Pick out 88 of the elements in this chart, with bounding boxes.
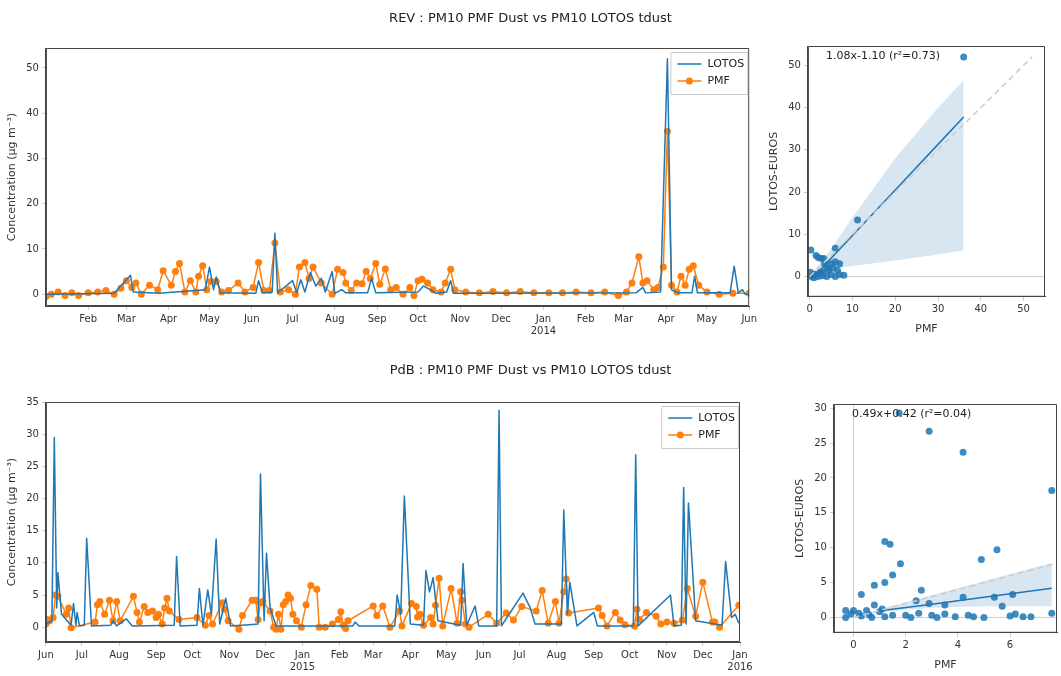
- y-tick-label: 20: [26, 197, 39, 209]
- x-tick-label: Jul: [285, 312, 299, 324]
- y-tick-label: 20: [814, 471, 827, 483]
- x-tick-label: Jun: [242, 312, 260, 324]
- y-tick-label: 50: [26, 61, 39, 73]
- y-tick-label: 5: [820, 576, 827, 588]
- y-tick-label: 30: [26, 427, 39, 439]
- x-tick-label: May: [696, 312, 718, 324]
- x-tick-label: Sep: [584, 648, 604, 660]
- legend-label: LOTOS: [698, 410, 736, 424]
- y-tick-label: 25: [26, 459, 39, 471]
- x-tick-label: Mar: [116, 312, 137, 324]
- y-tick-label: 40: [788, 101, 801, 113]
- x-tick-label: Mar: [614, 312, 635, 324]
- x-tick-label: Jan 2014: [530, 312, 557, 336]
- legend-label: PMF: [698, 427, 721, 441]
- x-tick-label: Oct: [183, 648, 201, 660]
- x-tick-label: Dec: [491, 312, 511, 324]
- x-tick-label: 4: [954, 639, 962, 651]
- x-tick-label: Oct: [621, 648, 639, 660]
- x-tick-label: 30: [931, 303, 945, 315]
- legend-label: PMF: [707, 73, 730, 87]
- y-tick-label: 15: [814, 506, 827, 518]
- y-tick-label: 10: [26, 242, 39, 254]
- x-tick-label: Aug: [109, 648, 129, 660]
- x-tick-label: Nov: [219, 648, 240, 660]
- annotation: 0.49x+0.42 (r²=0.04): [851, 407, 972, 421]
- y-tick-label: 5: [32, 588, 39, 600]
- x-tick-label: Apr: [159, 312, 179, 324]
- x-tick-label: Jan 2016: [727, 648, 753, 672]
- y-tick-label: 0: [32, 620, 39, 632]
- y-tick-label: 50: [788, 59, 801, 71]
- x-tick-label: Jul: [74, 648, 88, 660]
- y-tick-label: 15: [26, 524, 39, 536]
- y-tick-label: 0: [32, 287, 39, 299]
- x-tick-label: Aug: [325, 312, 345, 324]
- x-axis-title: PMF: [934, 658, 957, 672]
- y-axis-title: Concentration (µg m⁻³): [5, 112, 19, 242]
- x-tick-label: Jul: [512, 648, 526, 660]
- x-tick-label: Jan 2015: [289, 648, 316, 672]
- x-tick-label: 50: [1017, 303, 1030, 315]
- x-tick-label: Oct: [409, 312, 427, 324]
- y-tick-label: 40: [26, 106, 39, 118]
- x-tick-label: 0: [806, 303, 813, 315]
- y-tick-label: 25: [814, 436, 827, 448]
- y-tick-label: 10: [814, 541, 827, 553]
- y-tick-label: 0: [794, 270, 801, 282]
- annotation: 1.08x-1.10 (r²=0.73): [825, 49, 941, 63]
- x-tick-label: Feb: [330, 648, 349, 660]
- x-tick-label: Mar: [363, 648, 384, 660]
- x-axis-title: PMF: [915, 322, 938, 336]
- y-axis-title: LOTOS-EUROS: [793, 478, 807, 558]
- x-tick-label: May: [435, 648, 457, 660]
- y-tick-label: 10: [26, 556, 39, 568]
- x-tick-label: Nov: [450, 312, 471, 324]
- x-tick-label: 10: [846, 303, 859, 315]
- x-tick-label: 20: [888, 303, 902, 315]
- y-axis-title: Concentration (µg m⁻³): [5, 457, 19, 587]
- y-tick-label: 30: [788, 143, 801, 155]
- y-tick-label: 30: [26, 152, 39, 164]
- x-tick-label: Aug: [546, 648, 567, 660]
- y-tick-label: 20: [26, 492, 39, 504]
- x-tick-label: 40: [974, 303, 988, 315]
- chart-title: REV : PM10 PMF Dust vs PM10 LOTOS tdust: [388, 10, 673, 25]
- x-tick-label: May: [199, 312, 220, 324]
- x-tick-label: Jun: [740, 312, 757, 324]
- x-tick-label: 6: [1006, 639, 1014, 651]
- y-axis-title: LOTOS-EUROS: [767, 131, 781, 211]
- x-tick-label: Jun: [37, 648, 54, 660]
- y-tick-label: 0: [820, 611, 827, 623]
- x-tick-label: Apr: [401, 648, 420, 660]
- x-tick-label: Feb: [79, 312, 98, 324]
- y-tick-label: 20: [788, 185, 801, 197]
- y-tick-label: 10: [788, 227, 801, 239]
- x-tick-label: Jun: [474, 648, 492, 660]
- x-tick-label: 0: [850, 639, 857, 651]
- legend-label: LOTOS: [707, 56, 745, 70]
- x-tick-label: Apr: [657, 312, 676, 324]
- x-tick-label: 2: [902, 639, 909, 651]
- y-tick-label: 30: [814, 401, 827, 413]
- x-tick-label: Feb: [576, 312, 595, 324]
- x-tick-label: Dec: [255, 648, 275, 660]
- x-tick-label: Sep: [367, 312, 387, 324]
- x-tick-label: Sep: [146, 648, 166, 660]
- y-tick-label: 35: [26, 395, 39, 407]
- x-tick-label: Dec: [693, 648, 713, 660]
- x-tick-label: Nov: [657, 648, 677, 660]
- chart-title: PdB : PM10 PMF Dust vs PM10 LOTOS tdust: [388, 362, 673, 377]
